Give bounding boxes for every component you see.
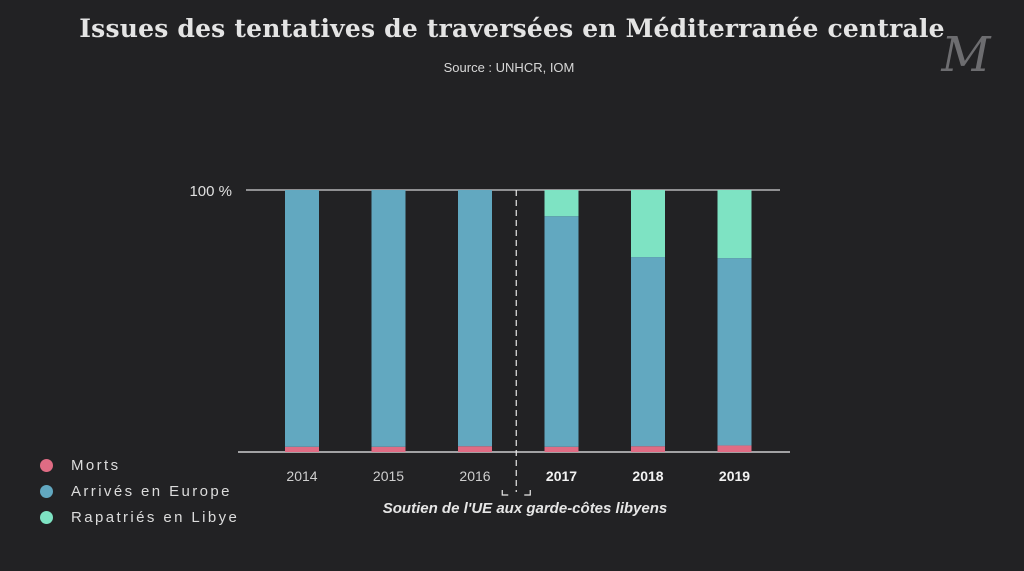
legend-swatch-rapatries bbox=[40, 510, 53, 524]
legend-item-arrives: Arrivés en Europe bbox=[40, 478, 239, 504]
x-tick-2019: 2019 bbox=[719, 468, 750, 484]
bar-2015-series-1 bbox=[371, 190, 406, 447]
bar-2014-series-0 bbox=[285, 446, 319, 452]
x-tick-labels: 2014 2015 2016 2017 2018 2019 bbox=[286, 468, 750, 484]
x-tick-2018: 2018 bbox=[632, 468, 663, 484]
bar-2015-series-0 bbox=[371, 446, 406, 452]
legend-swatch-arrives bbox=[40, 484, 53, 498]
bar-2016-series-0 bbox=[458, 446, 492, 452]
chart-source: Source : UNHCR, IOM bbox=[443, 60, 575, 75]
x-tick-2016: 2016 bbox=[459, 468, 490, 484]
bar-2019-series-0 bbox=[717, 445, 752, 452]
bar-2018-series-2 bbox=[631, 190, 665, 258]
logo: M bbox=[941, 27, 991, 83]
bar-2018-series-0 bbox=[631, 446, 665, 452]
legend-label-morts: Morts bbox=[71, 456, 121, 474]
legend-swatch-morts bbox=[40, 458, 53, 472]
legend-label-arrives: Arrivés en Europe bbox=[71, 482, 232, 500]
gridlines bbox=[238, 189, 790, 453]
annotation-eu-support: Soutien de l'UE aux garde-côtes libyens bbox=[382, 500, 668, 517]
bar-2019-series-1 bbox=[717, 258, 752, 446]
legend-item-morts: Morts bbox=[40, 452, 239, 478]
x-tick-2015: 2015 bbox=[373, 468, 404, 484]
bars bbox=[285, 190, 752, 452]
bar-2017-series-1 bbox=[544, 216, 579, 447]
legend-label-rapatries: Rapatriés en Libye bbox=[71, 508, 240, 526]
y-tick-label-100: 100 % bbox=[189, 183, 232, 200]
legend: Morts Arrivés en Europe Rapatriés en Lib… bbox=[40, 452, 239, 530]
bar-2017-series-0 bbox=[544, 446, 579, 452]
chart-title: Issues des tentatives de traversées en M… bbox=[79, 14, 945, 43]
policy-divider bbox=[501, 190, 531, 496]
divider-bracket bbox=[501, 490, 531, 496]
bar-2019-series-2 bbox=[717, 190, 752, 259]
bar-2018-series-1 bbox=[631, 257, 665, 447]
x-tick-2017: 2017 bbox=[546, 468, 577, 484]
bar-2017-series-2 bbox=[544, 190, 579, 217]
bar-2016-series-1 bbox=[458, 190, 492, 447]
x-tick-2014: 2014 bbox=[286, 468, 317, 484]
bar-2014-series-1 bbox=[285, 190, 319, 447]
legend-item-rapatries: Rapatriés en Libye bbox=[40, 504, 239, 530]
